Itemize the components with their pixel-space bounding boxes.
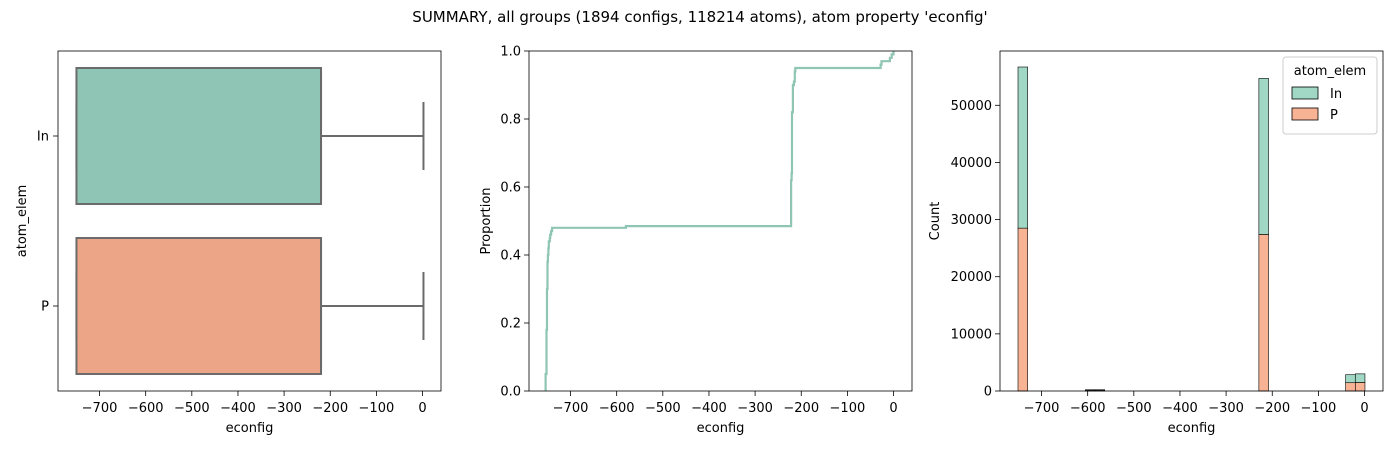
- ecdf-xtick-label: −500: [645, 401, 681, 416]
- ecdf-xlabel: econfig: [697, 421, 745, 436]
- ecdf-ytick-label: 0.0: [500, 385, 521, 400]
- boxplot-xtick-label: −200: [312, 401, 348, 416]
- boxplot-ylabel: atom_elem: [15, 185, 30, 257]
- hist-bar-In: [1017, 66, 1028, 229]
- box-P: [75, 237, 323, 375]
- histogram-ylabel: Count: [928, 202, 943, 241]
- histogram-ytick-label: 40000: [951, 156, 992, 171]
- histogram-ytick-label: 20000: [951, 270, 992, 285]
- boxplot-xtick-label: −600: [128, 401, 164, 416]
- boxplot-xtick-label: 0: [418, 401, 426, 416]
- histogram-ytick-label: 0: [984, 385, 992, 400]
- legend-title: atom_elem: [1294, 64, 1366, 79]
- ecdf-ytick-label: 0.8: [500, 113, 521, 128]
- hist-bar-In: [1345, 374, 1356, 384]
- ecdf-ylabel: Proportion: [479, 187, 494, 254]
- hist-bar-In: [1085, 389, 1096, 391]
- hist-bar-P: [1258, 234, 1269, 392]
- boxplot-xtick-label: −100: [359, 401, 395, 416]
- histogram-xtick-label: −100: [1301, 401, 1337, 416]
- boxplot-xlabel: econfig: [226, 421, 274, 436]
- ecdf-line: [544, 51, 895, 391]
- ecdf-xtick-label: 0: [889, 401, 897, 416]
- ecdf-frame: [528, 50, 913, 392]
- legend-label-P: P: [1330, 108, 1338, 123]
- histogram-xtick-label: −700: [1024, 401, 1060, 416]
- ecdf-ytick-label: 0.6: [500, 181, 521, 196]
- ecdf-ytick-label: 1.0: [500, 45, 521, 60]
- ecdf-ytick-label: 0.2: [500, 317, 521, 332]
- histogram-ytick-label: 50000: [951, 99, 992, 114]
- ecdf-axes: −700 −600 −500 −400 −300 −200 −100 0 econfig 0.0 0…: [479, 45, 913, 436]
- ecdf-xtick-label: −300: [737, 401, 773, 416]
- histogram-xtick-label: −200: [1254, 401, 1290, 416]
- histogram-xtick-label: −300: [1208, 401, 1244, 416]
- hist-bar-P: [1355, 382, 1366, 392]
- hist-bar-In: [1094, 389, 1106, 391]
- ecdf-xtick-label: −400: [691, 401, 727, 416]
- boxplot-xtick-label: −700: [82, 401, 118, 416]
- figure-suptitle: SUMMARY, all groups (1894 configs, 11821…: [412, 8, 987, 26]
- hist-bar-In: [1355, 373, 1366, 383]
- ecdf-ytick-label: 0.4: [500, 249, 521, 264]
- ecdf-xtick-label: −600: [599, 401, 635, 416]
- histogram-xtick-label: −600: [1070, 401, 1106, 416]
- ytick-label-P: P: [41, 300, 49, 315]
- legend-label-In: In: [1330, 87, 1342, 102]
- ecdf-xtick-label: −200: [783, 401, 819, 416]
- histogram-frame: [999, 50, 1384, 392]
- hist-bar-P: [1345, 382, 1356, 392]
- legend-swatch-In: [1291, 86, 1319, 100]
- boxplot-xtick-label: −500: [174, 401, 210, 416]
- ecdf-xtick-label: −700: [553, 401, 589, 416]
- boxplot-frame: [57, 50, 442, 392]
- histogram-xlabel: econfig: [1168, 421, 1216, 436]
- box-In: [75, 67, 323, 205]
- boxplot-xtick-label: −300: [266, 401, 302, 416]
- histogram-xtick-label: −500: [1116, 401, 1152, 416]
- histogram-ytick-label: 30000: [951, 213, 992, 228]
- boxplot-xtick-label: −400: [220, 401, 256, 416]
- histogram-xtick-label: 0: [1360, 401, 1368, 416]
- ytick-label-In: In: [37, 130, 49, 145]
- boxplot-axes: In P −700 −600 −500 −400 −300 −200 −100 0 econfig a…: [15, 50, 442, 436]
- hist-bar-In: [1258, 78, 1269, 235]
- hist-bar-P: [1017, 227, 1028, 392]
- histogram-axes: −700 −600 −500 −400 −300 −200 −100 0 econfig 0 100…: [928, 50, 1384, 436]
- legend-swatch-P: [1291, 107, 1319, 121]
- histogram-xtick-label: −400: [1162, 401, 1198, 416]
- ecdf-xtick-label: −100: [830, 401, 866, 416]
- histogram-ytick-label: 10000: [951, 327, 992, 342]
